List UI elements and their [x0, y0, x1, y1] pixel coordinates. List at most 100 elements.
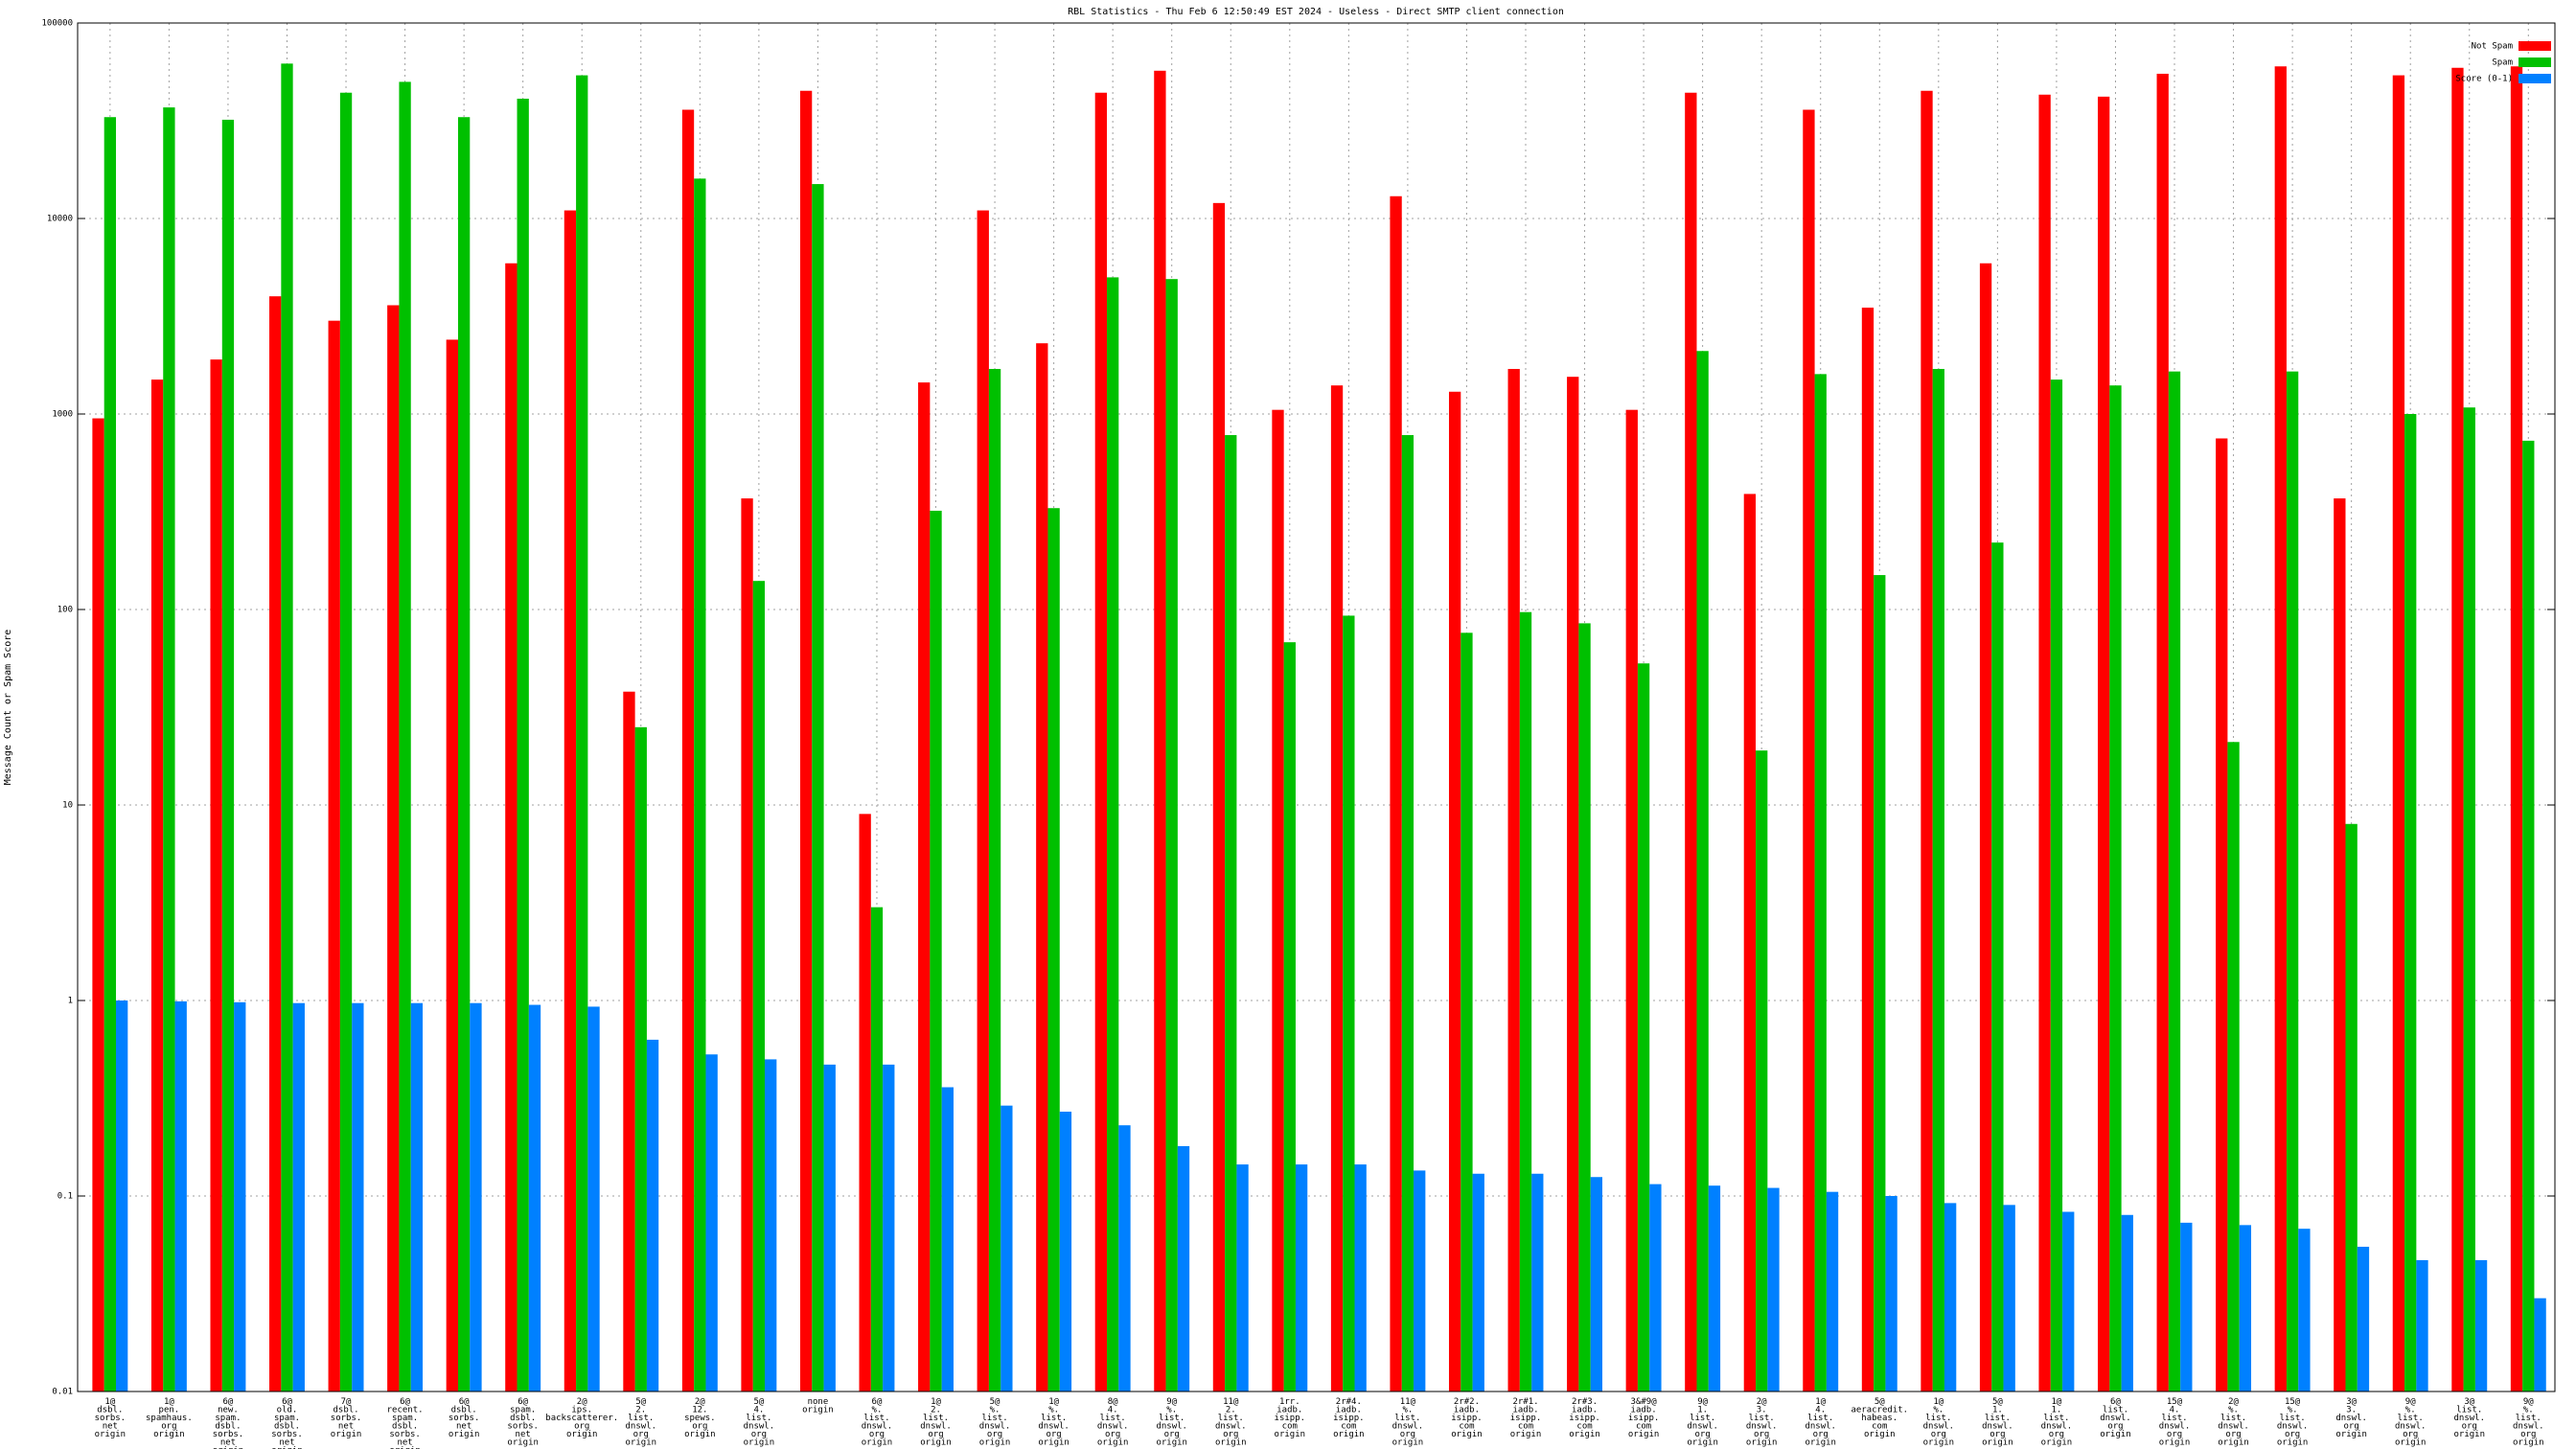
x-tick-label-line: sorbs.: [271, 1430, 303, 1439]
bar: [1944, 1203, 1957, 1392]
x-tick-label-line: 6@: [400, 1397, 410, 1407]
x-tick-label-line: dnswl.: [744, 1421, 775, 1431]
bar: [1637, 663, 1650, 1392]
x-tick-label-line: list.: [1807, 1414, 1833, 1423]
x-tick-label-line: isipp.: [1333, 1414, 1365, 1423]
x-tick-label-line: origin: [626, 1438, 657, 1447]
x-tick-label-line: dnswl.: [1038, 1421, 1070, 1431]
x-tick-label-line: origin: [213, 1446, 244, 1449]
bar: [2510, 66, 2523, 1392]
x-tick-label: 1@ 1. list. dnswl. org origin: [2041, 1397, 2073, 1448]
x-tick-label-line: 6@: [518, 1397, 528, 1407]
x-tick-label-line: old.: [277, 1405, 298, 1414]
bar: [1036, 343, 1048, 1392]
x-tick-label-line: org: [1931, 1430, 1946, 1439]
bar: [1354, 1164, 1367, 1392]
x-tick-label-line: origin: [2395, 1438, 2426, 1447]
x-tick-label-line: origin: [1805, 1438, 1836, 1447]
x-tick-label-line: dnswl.: [1982, 1421, 2013, 1431]
bar: [988, 368, 1001, 1392]
bar: [2239, 1225, 2252, 1392]
x-tick-label-line: 3&#9@: [1631, 1397, 1658, 1407]
bar: [234, 1001, 246, 1392]
x-tick-label-line: sorbs.: [213, 1430, 244, 1439]
x-tick-label-line: 2r#1.: [1512, 1397, 1538, 1407]
bar: [1414, 1170, 1426, 1392]
bar: [1649, 1184, 1662, 1392]
x-tick-label-line: origin: [2041, 1438, 2073, 1447]
bar: [1920, 90, 1933, 1392]
x-tick-label-line: origin: [1982, 1438, 2013, 1447]
x-tick-label-line: isipp.: [1451, 1414, 1483, 1423]
x-tick-label-line: 1@: [104, 1397, 115, 1407]
x-tick-label-line: dsbl.: [510, 1414, 536, 1423]
chart-title: RBL Statistics - Thu Feb 6 12:50:49 EST …: [1068, 7, 1564, 17]
x-tick-label-line: 11@: [1400, 1397, 1416, 1407]
x-tick-label-line: 1@: [2052, 1397, 2062, 1407]
bar: [1460, 632, 1473, 1392]
x-tick-label-line: org: [2462, 1421, 2477, 1431]
bar: [163, 107, 175, 1392]
x-tick-label-line: com: [1576, 1421, 1592, 1431]
x-tick-label-line: dnswl.: [2453, 1414, 2485, 1423]
x-tick-label-line: org: [1105, 1430, 1120, 1439]
x-tick-label: 11@ 2. list. dnswl. org origin: [1215, 1397, 1247, 1448]
x-tick-label-line: 2r#2.: [1454, 1397, 1480, 1407]
x-tick-label-line: iadb.: [1572, 1405, 1598, 1414]
x-tick-label-line: isipp.: [1510, 1414, 1542, 1423]
bar: [1874, 575, 1886, 1392]
x-tick-label-line: 4.: [753, 1405, 764, 1414]
bar: [292, 1002, 305, 1392]
bar: [1118, 1125, 1131, 1392]
bar: [941, 1087, 954, 1392]
x-tick-label-line: %.: [2405, 1405, 2416, 1414]
x-tick-label-line: %.: [1402, 1405, 1413, 1414]
bar: [1107, 277, 1119, 1392]
x-tick-label-line: origin: [1628, 1430, 1660, 1439]
x-tick-label-line: origin: [95, 1430, 126, 1439]
x-tick-label-line: org: [161, 1421, 176, 1431]
x-tick-label-line: org: [692, 1421, 707, 1431]
bar: [2050, 380, 2063, 1392]
x-tick-label-line: dnswl.: [2277, 1421, 2309, 1431]
x-tick-label: 7@ dsbl. sorbs. net origin: [331, 1397, 362, 1439]
bar: [446, 339, 458, 1392]
x-tick-label-line: dnswl.: [2100, 1414, 2131, 1423]
x-tick-label-line: 5@: [1874, 1397, 1885, 1407]
x-tick-label: 1@%. list. dnswl. org origin: [1923, 1397, 1955, 1448]
x-tick-label: 1@ pen. spamhaus. org origin: [146, 1397, 193, 1439]
bar: [2522, 440, 2535, 1392]
x-tick-label-line: org: [1813, 1430, 1828, 1439]
bar: [2463, 407, 2475, 1392]
x-tick-label-line: com: [1636, 1421, 1651, 1431]
bar: [2451, 67, 2464, 1392]
x-tick-label: 1@ dsbl. sorbs. net origin: [95, 1397, 126, 1439]
x-tick-label: 6@%. list. dnswl. org origin: [862, 1397, 893, 1448]
x-tick-label-line: origin: [389, 1446, 421, 1449]
bar: [1236, 1164, 1249, 1392]
bar: [1814, 374, 1827, 1392]
bar: [2062, 1211, 2075, 1392]
x-tick-label-line: org: [928, 1430, 943, 1439]
x-tick-label-line: 4.: [1108, 1405, 1118, 1414]
x-tick-label: 5@%. list. dnswl. org origin: [979, 1397, 1011, 1448]
bar: [1590, 1177, 1603, 1392]
x-tick-label-line: 1.: [1992, 1405, 2003, 1414]
x-tick-label: 2r#3. iadb. isipp. com origin: [1569, 1397, 1600, 1439]
x-tick-label: none origin: [802, 1397, 834, 1415]
bar: [1932, 368, 1944, 1392]
x-tick-label-line: iadb.: [1336, 1405, 1362, 1414]
x-tick-label-line: origin: [1333, 1430, 1365, 1439]
bar: [859, 814, 871, 1392]
x-tick-label-line: origin: [331, 1430, 362, 1439]
x-tick-label-line: 2@: [1757, 1397, 1767, 1407]
x-tick-label-line: dnswl.: [2159, 1421, 2191, 1431]
x-tick-label-line: origin: [1215, 1438, 1247, 1447]
bar: [528, 1004, 541, 1392]
x-tick-label-line: org: [2285, 1430, 2300, 1439]
x-tick-label-line: %.: [1933, 1405, 1944, 1414]
bar: [1059, 1112, 1072, 1392]
bar: [2003, 1205, 2015, 1392]
x-tick-label-line: origin: [153, 1430, 185, 1439]
